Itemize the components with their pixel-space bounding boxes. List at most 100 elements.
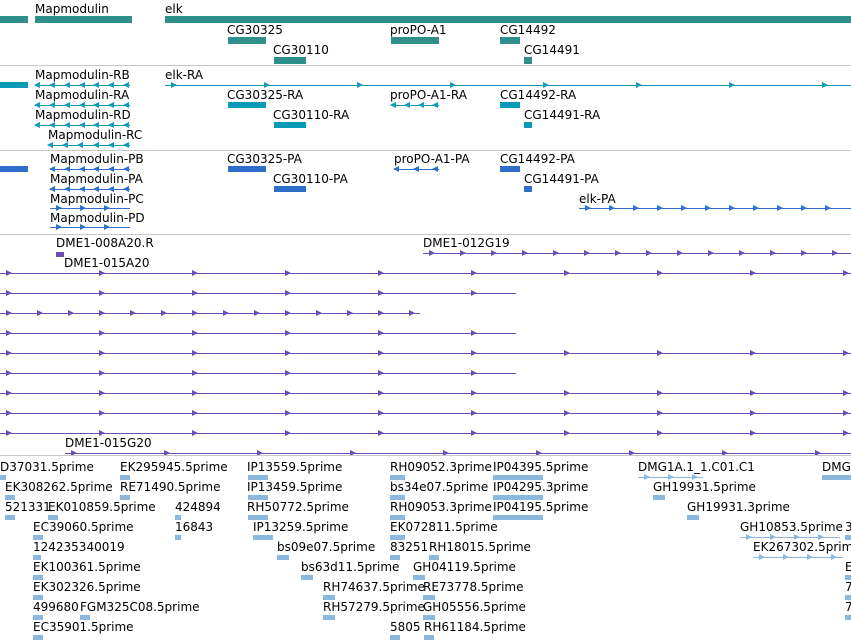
feature-intron-line[interactable] bbox=[0, 333, 516, 334]
feature-bar[interactable] bbox=[391, 37, 439, 44]
feature-bar[interactable] bbox=[653, 495, 665, 500]
feature-label[interactable]: GH19931.3prime bbox=[687, 500, 790, 514]
feature-label[interactable]: IP13559.5prime bbox=[247, 460, 343, 474]
feature-label[interactable]: GH04119.5prime bbox=[413, 560, 516, 574]
feature-bar[interactable] bbox=[390, 475, 405, 480]
feature-bar[interactable] bbox=[248, 495, 268, 500]
feature-label[interactable]: RE73778.5prime bbox=[423, 580, 524, 594]
feature-label[interactable]: RH74637.5prime bbox=[323, 580, 425, 594]
feature-bar[interactable] bbox=[500, 166, 520, 172]
feature-bar[interactable] bbox=[687, 515, 699, 520]
feature-intron-line[interactable] bbox=[50, 227, 130, 228]
feature-intron-line[interactable] bbox=[0, 373, 516, 374]
feature-label[interactable]: IP04295.3prime bbox=[493, 480, 589, 494]
feature-bar[interactable] bbox=[429, 555, 439, 560]
feature-intron-line[interactable] bbox=[423, 253, 851, 254]
feature-label[interactable]: GH05556.5prime bbox=[423, 600, 526, 614]
feature-label[interactable]: 5805 bbox=[390, 620, 421, 634]
feature-label[interactable]: Mapmodulin-RD bbox=[35, 108, 131, 122]
feature-label[interactable]: EK072811.5prime bbox=[390, 520, 498, 534]
feature-bar[interactable] bbox=[274, 186, 306, 192]
feature-label[interactable]: bs34e07.5prime bbox=[390, 480, 489, 494]
feature-label[interactable]: 521331 bbox=[5, 500, 51, 514]
feature-label[interactable]: E bbox=[845, 560, 851, 574]
feature-label[interactable]: CG30325-PA bbox=[227, 152, 302, 166]
feature-label[interactable]: Mapmodulin-RC bbox=[48, 128, 143, 142]
feature-bar[interactable] bbox=[33, 635, 43, 640]
feature-label[interactable]: EK100361.5prime bbox=[33, 560, 141, 574]
feature-label[interactable]: IP13259.5prime bbox=[253, 520, 349, 534]
feature-bar[interactable] bbox=[175, 535, 181, 540]
feature-bar[interactable] bbox=[120, 495, 130, 500]
feature-intron-line[interactable] bbox=[0, 353, 851, 354]
feature-label[interactable]: Mapmodulin-PB bbox=[50, 152, 144, 166]
feature-label[interactable]: RH09052.3prime bbox=[390, 460, 492, 474]
feature-label[interactable]: proPO-A1 bbox=[390, 23, 447, 37]
feature-label[interactable]: RH50772.5prime bbox=[247, 500, 349, 514]
feature-bar[interactable] bbox=[301, 575, 313, 580]
feature-bar[interactable] bbox=[524, 57, 532, 64]
feature-label[interactable]: CG14492 bbox=[500, 23, 556, 37]
feature-label[interactable]: CG30110 bbox=[273, 43, 329, 57]
feature-label[interactable]: elk-RA bbox=[165, 68, 204, 82]
feature-label[interactable]: CG14491-PA bbox=[524, 172, 599, 186]
feature-label[interactable]: CG30325-RA bbox=[227, 88, 304, 102]
feature-bar[interactable] bbox=[423, 595, 435, 600]
feature-label[interactable]: EK010859.5prime bbox=[48, 500, 156, 514]
feature-intron-line[interactable] bbox=[165, 85, 851, 86]
feature-label[interactable]: Mapmodulin-PA bbox=[50, 172, 143, 186]
feature-bar[interactable] bbox=[56, 252, 64, 257]
feature-label[interactable]: RH61184.5prime bbox=[424, 620, 526, 634]
feature-label[interactable]: 83251 bbox=[390, 540, 429, 554]
feature-bar[interactable] bbox=[424, 635, 434, 640]
feature-label[interactable]: RH57279.5prime bbox=[323, 600, 425, 614]
feature-label[interactable]: Mapmodulin-RB bbox=[35, 68, 130, 82]
feature-label[interactable]: bs09e07.5prime bbox=[277, 540, 376, 554]
feature-label[interactable]: RE71490.5prime bbox=[120, 480, 221, 494]
feature-label[interactable]: GH10853.5prime bbox=[740, 520, 843, 534]
feature-bar[interactable] bbox=[248, 515, 268, 520]
feature-bar[interactable] bbox=[493, 515, 543, 520]
feature-label[interactable]: IP13459.5prime bbox=[247, 480, 343, 494]
feature-label[interactable]: CG14492-RA bbox=[500, 88, 577, 102]
feature-bar[interactable] bbox=[33, 535, 43, 540]
feature-intron-line[interactable] bbox=[0, 293, 516, 294]
feature-label[interactable]: EK308262.5prime bbox=[5, 480, 113, 494]
feature-label[interactable]: DMG1A.1_1.C01.C1 bbox=[638, 460, 755, 474]
feature-intron-line[interactable] bbox=[0, 433, 851, 434]
feature-bar[interactable] bbox=[120, 475, 130, 480]
feature-label[interactable]: FGM325C08.5prime bbox=[80, 600, 200, 614]
feature-bar[interactable] bbox=[390, 635, 400, 640]
feature-bar[interactable] bbox=[33, 595, 43, 600]
feature-bar[interactable] bbox=[390, 495, 405, 500]
feature-label[interactable]: EC35901.5prime bbox=[33, 620, 134, 634]
feature-label[interactable]: 7 bbox=[845, 600, 851, 614]
feature-label[interactable]: EK267302.5prime bbox=[753, 540, 851, 554]
feature-label[interactable]: CG14492-PA bbox=[500, 152, 575, 166]
feature-bar[interactable] bbox=[0, 16, 28, 23]
feature-bar[interactable] bbox=[274, 122, 306, 128]
feature-label[interactable]: 7 bbox=[845, 580, 851, 594]
feature-label[interactable]: CG30110-PA bbox=[273, 172, 348, 186]
feature-bar[interactable] bbox=[0, 82, 28, 88]
feature-label[interactable]: DME1-008A20.R bbox=[56, 236, 154, 250]
feature-label[interactable]: bs63d11.5prime bbox=[301, 560, 400, 574]
feature-label[interactable]: elk-PA bbox=[579, 192, 616, 206]
feature-bar[interactable] bbox=[0, 166, 28, 172]
feature-bar[interactable] bbox=[274, 57, 306, 64]
feature-bar[interactable] bbox=[80, 615, 90, 620]
feature-intron-line[interactable] bbox=[0, 413, 851, 414]
feature-bar[interactable] bbox=[413, 575, 425, 580]
feature-bar[interactable] bbox=[524, 186, 532, 192]
feature-label[interactable]: Mapmodulin bbox=[35, 2, 109, 16]
feature-label[interactable]: D37031.5prime bbox=[0, 460, 94, 474]
feature-bar[interactable] bbox=[845, 615, 851, 620]
feature-bar[interactable] bbox=[390, 515, 405, 520]
feature-intron-line[interactable] bbox=[0, 313, 420, 314]
feature-bar[interactable] bbox=[845, 595, 851, 600]
feature-bar[interactable] bbox=[228, 166, 266, 172]
feature-bar[interactable] bbox=[390, 535, 405, 540]
feature-label[interactable]: RH18015.5prime bbox=[429, 540, 531, 554]
feature-label[interactable]: proPO-A1-PA bbox=[394, 152, 470, 166]
feature-bar[interactable] bbox=[33, 575, 43, 580]
